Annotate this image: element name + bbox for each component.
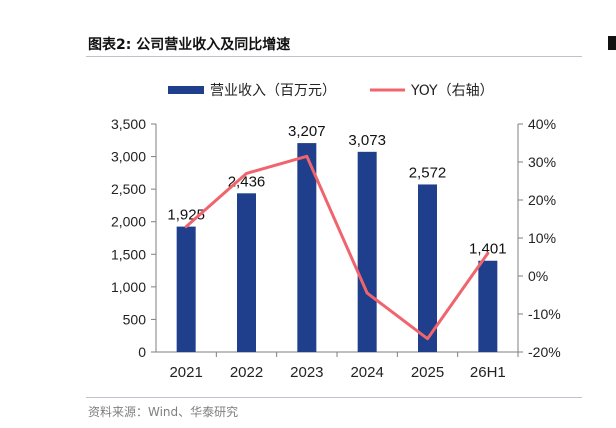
left-tick-label: 0 [138,344,146,360]
bar-series-revenue [176,143,498,352]
bar-value-label: 1,401 [469,241,507,258]
right-axis-ticks: -20% -10% 0% 10% 20% 30% 40% [518,116,561,360]
legend-swatch-revenue [168,86,204,94]
source-note: 资料来源：Wind、华泰研究 [88,405,239,419]
left-tick-label: 3,500 [111,116,146,132]
legend-label-revenue: 营业收入（百万元） [210,83,336,99]
bar-2024 [357,151,377,352]
x-tick-label: 2021 [169,364,202,381]
left-tick-label: 2,000 [111,214,146,230]
figure-title: 图表2: 公司营业收入及同比增速 [88,37,291,53]
left-tick-label: 1,000 [111,279,146,295]
bar-value-label: 2,572 [409,164,447,181]
left-tick-label: 500 [123,311,147,327]
x-tick-label: 2024 [350,364,383,381]
title-divider [86,56,582,57]
x-axis-tick-labels: 2021 2022 2023 2024 2025 26H1 [169,352,519,381]
chart-legend: 营业收入（百万元） YOY（右轴） [168,83,494,99]
line-series-yoy [184,154,490,341]
source-divider [86,397,582,398]
bar-value-label: 3,073 [348,132,386,149]
legend-label-yoy: YOY（右轴） [410,83,494,99]
left-axis-ticks: 0 500 1,000 1,500 2,000 2,500 3,000 3,500 [111,116,156,360]
bar-2025 [418,184,437,352]
left-tick-label: 2,500 [111,181,146,197]
right-tick-label: 0% [528,268,548,284]
left-tick-label: 3,000 [111,149,146,165]
right-tick-label: -20% [528,344,561,360]
x-tick-label: 2023 [290,364,323,381]
right-tick-label: 20% [528,192,556,208]
right-tick-label: 30% [528,154,556,170]
bar-value-label: 2,436 [228,173,266,190]
right-tick-label: 40% [528,116,556,132]
bar-2022 [237,193,256,352]
bar-2021 [176,226,196,352]
yoy-line [184,154,490,341]
x-tick-label: 26H1 [470,364,506,381]
bar-26H1 [478,260,498,352]
left-tick-label: 1,500 [111,246,146,262]
bar-2023 [297,143,317,352]
right-tick-label: -10% [528,306,561,322]
x-tick-label: 2022 [230,364,263,381]
right-tick-label: 10% [528,230,556,246]
x-tick-label: 2025 [411,364,444,381]
bar-value-label: 3,207 [288,123,326,140]
edge-mark [608,36,616,50]
